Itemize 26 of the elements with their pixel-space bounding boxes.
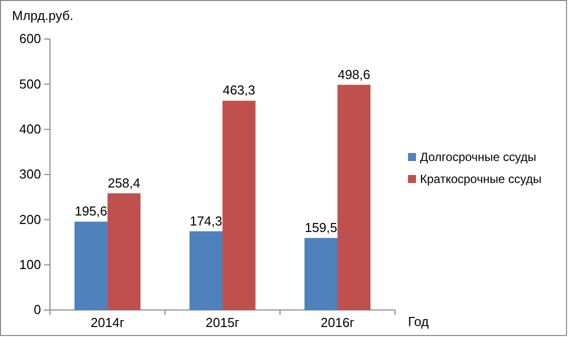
data-label: 498,6 xyxy=(338,66,370,82)
bar xyxy=(304,238,338,310)
data-label: 258,4 xyxy=(108,175,140,190)
data-label: 463,3 xyxy=(222,82,256,98)
bar xyxy=(222,100,256,310)
y-tick-label: 200 xyxy=(19,212,41,227)
x-tick-label: 2016г xyxy=(320,315,355,330)
y-tick-label: 100 xyxy=(19,256,41,272)
y-tick-label: 400 xyxy=(19,121,41,136)
x-axis-title: Год xyxy=(408,314,430,329)
y-tick-label: 500 xyxy=(19,76,41,92)
y-tick-label: 600 xyxy=(19,31,41,46)
bar xyxy=(108,193,140,310)
data-label: 174,3 xyxy=(190,213,222,228)
y-tick-label: 0 xyxy=(34,302,41,318)
bar xyxy=(190,231,222,310)
bar xyxy=(74,222,108,310)
x-tick-label: 2014г xyxy=(90,315,125,330)
legend-label: Краткосрочные ссуды xyxy=(420,172,542,186)
bar xyxy=(338,84,370,310)
y-axis-title: Млрд.руб. xyxy=(12,8,74,23)
y-tick-label: 300 xyxy=(19,166,41,182)
legend-label: Долгосрочные ссуды xyxy=(420,150,536,164)
data-label: 159,5 xyxy=(304,220,338,235)
data-label: 195,6 xyxy=(74,204,108,219)
x-tick-label: 2015г xyxy=(206,315,240,330)
